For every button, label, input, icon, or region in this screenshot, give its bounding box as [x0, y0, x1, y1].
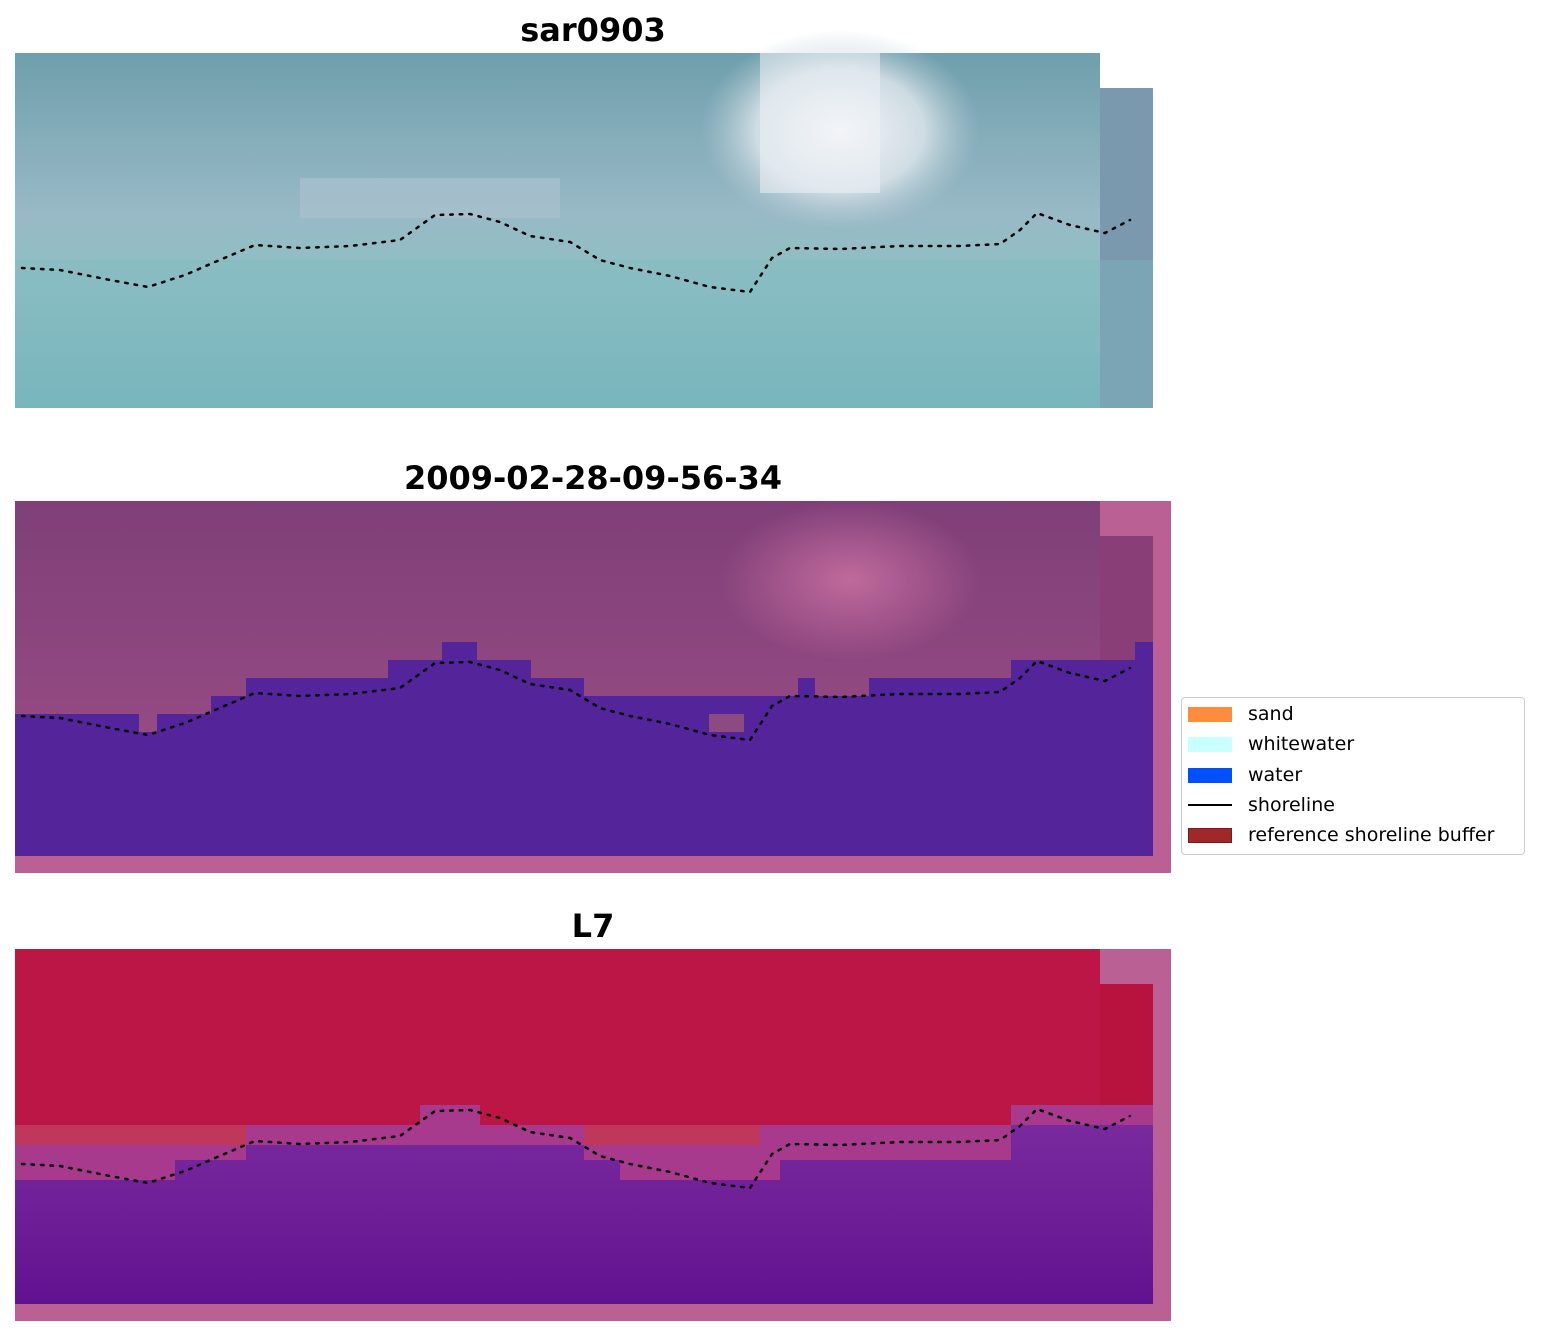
sar-image	[15, 30, 1153, 408]
legend-item-whitewater: whitewater	[1188, 733, 1354, 755]
sand-swatch	[1188, 706, 1232, 722]
legend: sand whitewater water shoreline referenc…	[1181, 697, 1525, 855]
shoreline-classification	[20, 659, 1132, 742]
panel-title-date: 2009-02-28-09-56-34	[403, 459, 783, 497]
legend-item-buffer: reference shoreline buffer	[1188, 824, 1494, 846]
legend-item-sand: sand	[1188, 703, 1294, 725]
legend-label-water: water	[1248, 764, 1303, 786]
legend-label-whitewater: whitewater	[1248, 733, 1355, 755]
legend-label-sand: sand	[1248, 703, 1294, 725]
panel-title-sar0903: sar0903	[520, 11, 666, 49]
legend-item-shoreline: shoreline	[1188, 794, 1335, 816]
panel-title-l7: L7	[571, 907, 615, 945]
legend-item-water: water	[1188, 764, 1302, 786]
legend-label-shoreline: shoreline	[1248, 794, 1335, 816]
shoreline-sar	[20, 211, 1132, 294]
classification-image	[15, 500, 1171, 873]
shoreline-line-icon	[1188, 804, 1232, 806]
legend-label-buffer: reference shoreline buffer	[1248, 824, 1495, 846]
buffer-swatch	[1188, 827, 1232, 843]
whitewater-swatch	[1188, 736, 1232, 752]
shoreline-l7	[20, 1107, 1132, 1190]
water-swatch	[1188, 767, 1232, 783]
l7-image	[15, 949, 1171, 1321]
